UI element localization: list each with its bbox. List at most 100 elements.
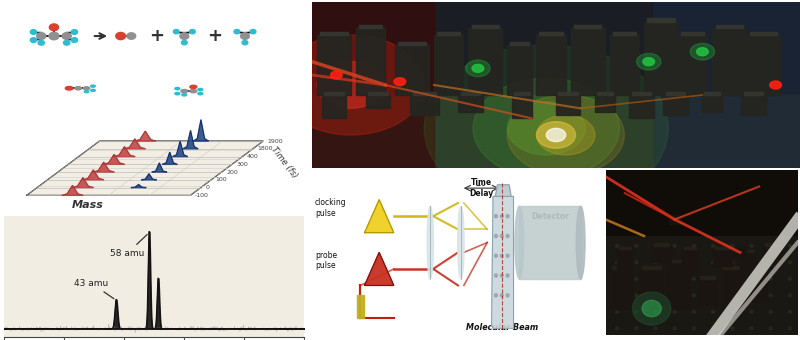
Circle shape bbox=[730, 327, 734, 329]
Circle shape bbox=[692, 294, 695, 296]
Circle shape bbox=[769, 244, 772, 247]
Circle shape bbox=[730, 261, 734, 264]
Circle shape bbox=[692, 261, 695, 264]
Bar bbox=[642, 266, 661, 269]
Circle shape bbox=[546, 128, 566, 142]
Circle shape bbox=[788, 327, 791, 329]
Circle shape bbox=[730, 244, 734, 247]
Circle shape bbox=[634, 327, 638, 329]
Polygon shape bbox=[491, 197, 514, 328]
Bar bbox=[712, 28, 746, 95]
Circle shape bbox=[506, 234, 509, 238]
Polygon shape bbox=[26, 141, 263, 196]
Circle shape bbox=[711, 310, 714, 313]
Circle shape bbox=[494, 274, 498, 277]
Bar bbox=[742, 250, 754, 252]
Circle shape bbox=[506, 254, 509, 257]
Circle shape bbox=[634, 261, 638, 264]
Text: 400: 400 bbox=[247, 154, 258, 159]
Circle shape bbox=[633, 292, 671, 325]
Circle shape bbox=[506, 215, 509, 218]
Bar bbox=[684, 246, 696, 249]
Circle shape bbox=[507, 95, 624, 175]
Circle shape bbox=[750, 277, 753, 280]
Circle shape bbox=[317, 62, 386, 108]
Text: Time (fs): Time (fs) bbox=[270, 145, 299, 180]
Circle shape bbox=[637, 53, 661, 70]
Bar bbox=[644, 22, 678, 95]
Polygon shape bbox=[194, 120, 209, 141]
Circle shape bbox=[692, 244, 695, 247]
Bar bbox=[632, 92, 651, 95]
Circle shape bbox=[190, 89, 197, 93]
Text: 200: 200 bbox=[226, 170, 238, 175]
Bar bbox=[539, 32, 563, 35]
Text: Time
Delay: Time Delay bbox=[470, 178, 494, 198]
Bar bbox=[742, 95, 766, 115]
Circle shape bbox=[198, 92, 202, 95]
Bar bbox=[652, 246, 671, 262]
Bar bbox=[681, 32, 704, 35]
Ellipse shape bbox=[576, 206, 585, 279]
Circle shape bbox=[697, 48, 708, 56]
Bar bbox=[678, 35, 707, 95]
Circle shape bbox=[692, 277, 695, 280]
Circle shape bbox=[730, 294, 734, 296]
Circle shape bbox=[500, 215, 503, 218]
Bar bbox=[322, 95, 346, 118]
Circle shape bbox=[690, 43, 714, 60]
Bar bbox=[312, 2, 434, 168]
Bar bbox=[358, 295, 364, 318]
Circle shape bbox=[500, 234, 503, 238]
Circle shape bbox=[711, 261, 714, 264]
Bar bbox=[746, 35, 781, 95]
Circle shape bbox=[278, 35, 424, 135]
Bar bbox=[359, 25, 382, 28]
Circle shape bbox=[182, 40, 187, 45]
Bar bbox=[613, 32, 636, 35]
Circle shape bbox=[769, 310, 772, 313]
Circle shape bbox=[190, 85, 197, 88]
Circle shape bbox=[750, 294, 753, 296]
Circle shape bbox=[63, 40, 70, 45]
Polygon shape bbox=[82, 170, 104, 180]
Circle shape bbox=[466, 60, 490, 76]
Circle shape bbox=[537, 115, 595, 155]
Polygon shape bbox=[173, 141, 188, 157]
Bar bbox=[654, 243, 669, 246]
Circle shape bbox=[770, 81, 782, 89]
Circle shape bbox=[181, 89, 188, 93]
Circle shape bbox=[692, 327, 695, 329]
Bar bbox=[700, 276, 715, 279]
Circle shape bbox=[74, 87, 82, 90]
Circle shape bbox=[673, 261, 676, 264]
Bar bbox=[654, 2, 800, 168]
Bar bbox=[507, 45, 532, 95]
Bar bbox=[574, 25, 602, 28]
Text: 100: 100 bbox=[216, 177, 227, 182]
Circle shape bbox=[83, 87, 90, 90]
Text: -100: -100 bbox=[195, 193, 209, 198]
Circle shape bbox=[50, 24, 58, 31]
Polygon shape bbox=[162, 152, 178, 164]
Bar bbox=[667, 262, 690, 308]
Bar bbox=[366, 95, 390, 108]
Bar bbox=[647, 18, 674, 22]
Bar bbox=[519, 206, 581, 279]
Circle shape bbox=[711, 327, 714, 329]
Bar bbox=[740, 252, 755, 272]
Circle shape bbox=[90, 89, 95, 91]
Circle shape bbox=[175, 92, 180, 95]
Polygon shape bbox=[183, 131, 198, 149]
Circle shape bbox=[730, 310, 734, 313]
Circle shape bbox=[750, 327, 753, 329]
Circle shape bbox=[472, 64, 484, 72]
Circle shape bbox=[642, 300, 662, 317]
Circle shape bbox=[788, 310, 791, 313]
Circle shape bbox=[494, 294, 498, 297]
Bar bbox=[748, 272, 767, 302]
Circle shape bbox=[711, 244, 714, 247]
Circle shape bbox=[30, 38, 37, 42]
Bar bbox=[750, 32, 777, 35]
Text: Molecular Beam: Molecular Beam bbox=[466, 323, 538, 332]
